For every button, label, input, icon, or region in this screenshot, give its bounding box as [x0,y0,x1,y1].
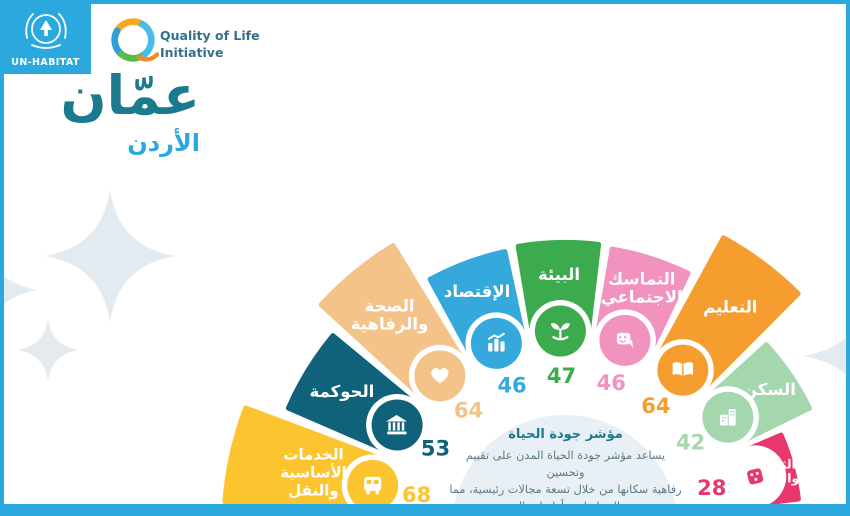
segment-value-social-cohesion: 46 [597,371,626,395]
sparkle-shape [17,319,79,381]
segment-value-governance: 53 [421,436,450,460]
title-block: عمّان الأردن [30,64,200,158]
segment-value-culture-entertainment: 28 [697,476,726,500]
segment-label-basic-services-transport: الخدمات الأساسية والنقل [280,445,347,499]
index-description-line: يساعد مؤشر جودة الحياة المدن على تقييم و… [465,449,666,480]
city-title: عمّان [60,64,200,127]
segment-label-environment: البيئة [538,265,580,284]
segment-value-environment: 47 [547,364,576,388]
unhabitat-label: UN-HABITAT [11,57,80,68]
sparkle-shape [802,337,846,375]
icon-circle-housing [702,391,754,443]
unhabitat-emblem-icon [24,13,67,49]
sparkle-shape [4,275,38,305]
chat-icon [616,332,634,348]
qol-line2: Initiative [160,44,224,60]
segment-value-basic-services-transport: 68 [402,483,431,507]
segment-label-economy: الإقتصاد [444,282,510,301]
chart-icon [487,332,505,352]
country-subtitle: الأردن [127,129,200,158]
index-title: مؤشر جودة الحياة [508,427,623,442]
segment-value-housing: 42 [676,431,705,455]
segment-value-education: 64 [641,394,670,418]
segment-label-governance: الحوكمة [310,382,375,402]
unhabitat-logo-box: UN-HABITAT [4,4,91,74]
bank-icon [386,414,408,435]
icon-circle-governance [371,399,423,451]
buildings-icon [720,409,736,426]
bus-icon [364,476,382,495]
segment-label-social-cohesion: التماسك الاجتماعي [601,269,683,307]
segment-label-health-wellbeing: الصحة والرفاهية [351,296,429,334]
index-description-line: رفاهية سكانها من خلال تسعة مجالات رئيسية… [449,483,682,497]
chart-center-description: مؤشر جودة الحياة يساعد مؤشر جودة الحياة … [449,427,682,512]
book-icon [672,362,694,377]
segment-label-education: التعليم [703,297,757,316]
segment-value-economy: 46 [497,374,526,398]
heart-icon [431,367,449,384]
chart-inner-circle [453,415,677,512]
bottom-accent-bar [4,504,846,512]
sparkle-shape [44,190,176,322]
qol-line1: Quality of Life [160,28,260,43]
segment-value-health-wellbeing: 64 [454,399,483,423]
qol-logo-icon [111,18,159,62]
segment-label-housing: السكن [743,380,796,400]
sprout-icon [550,323,570,341]
die-icon [747,468,764,485]
qol-logo-text: Quality of Life Initiative [160,28,260,61]
